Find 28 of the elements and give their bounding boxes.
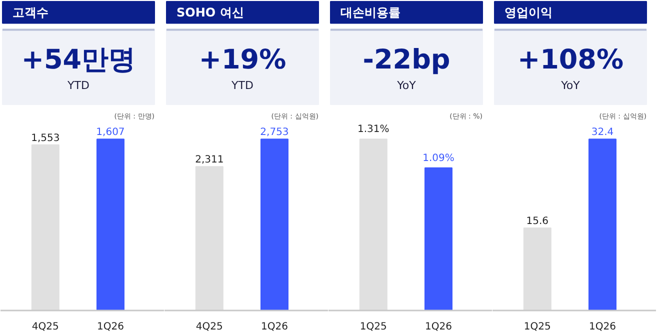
x-tick-label: 1Q25 <box>360 322 387 332</box>
x-tick-label: 1Q26 <box>97 322 124 332</box>
text: +19% <box>198 44 286 76</box>
x-tick-label: 1Q25 <box>524 322 551 332</box>
x-tick-label: 1Q26 <box>589 322 616 332</box>
data-label: 2,311 <box>195 154 224 166</box>
data-label: 1.09% <box>422 152 454 164</box>
data-label: 1.31% <box>358 124 390 136</box>
chart-title: 대손비용률 <box>340 5 400 20</box>
x-tick-label: 1Q26 <box>261 322 288 332</box>
data-label: 15.6 <box>526 216 549 227</box>
text: +108% <box>517 44 624 76</box>
chart-title: SOHO 여신 <box>176 5 244 20</box>
text: YoY <box>560 79 580 92</box>
data-label: 1,607 <box>96 127 125 138</box>
data-label: 32.4 <box>591 127 614 138</box>
text: -22bp <box>362 44 450 76</box>
x-tick-label: 4Q25 <box>32 322 59 332</box>
data-label: 1,553 <box>31 132 60 144</box>
chart-title: 고객수 <box>12 5 48 20</box>
chart-title: 영업이익 <box>504 5 552 20</box>
x-tick-label: 1Q26 <box>425 322 452 332</box>
text: +54만명 <box>21 44 136 76</box>
text: YTD <box>66 79 90 92</box>
x-tick-label: 4Q25 <box>196 322 223 332</box>
text: YoY <box>396 79 416 92</box>
data-label: 2,753 <box>260 127 289 138</box>
text: YTD <box>230 79 254 92</box>
